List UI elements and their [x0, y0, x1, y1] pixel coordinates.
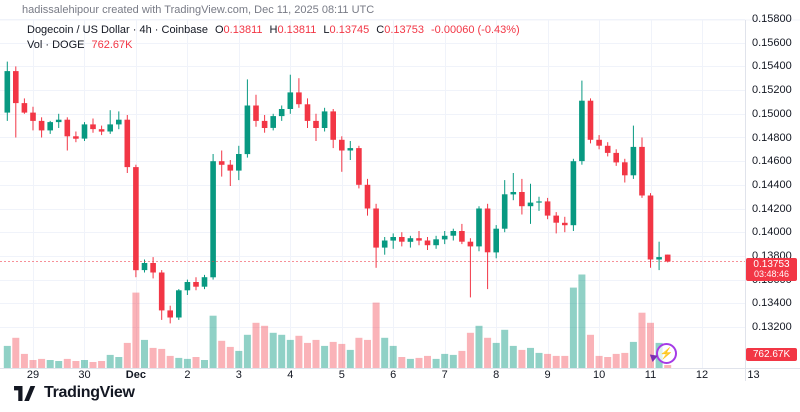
time-tick-label: 13: [747, 369, 760, 381]
price-tick-label: 0.13200: [752, 321, 792, 333]
last-price-badge: 0.13753 03:48:46: [746, 257, 797, 281]
last-price-value: 0.13753: [753, 258, 790, 270]
candle-countdown: 03:48:46: [753, 268, 790, 279]
time-tick-label: 9: [544, 369, 551, 381]
time-tick-label: 30: [78, 369, 91, 381]
volume-title: Vol · DOGE: [27, 39, 85, 51]
open-value: 0.13811: [223, 24, 263, 36]
time-tick-label: 4: [287, 369, 294, 381]
high-label: H: [269, 24, 278, 36]
pane-separators: [0, 19, 800, 381]
low-label: L: [323, 24, 330, 36]
price-tick-label: 0.14800: [752, 131, 792, 144]
candles: [4, 61, 671, 324]
price-tick-label: 0.14600: [752, 155, 792, 168]
change-value: -0.00060 (-0.43%): [431, 24, 520, 36]
lightning-cursor-icon: ⚡: [649, 343, 677, 364]
tradingview-logo[interactable]: TradingView: [14, 384, 135, 402]
volume-value: 762.67K: [91, 39, 133, 51]
time-tick-label: Dec: [125, 369, 146, 381]
time-tick-label: 12: [695, 369, 709, 381]
price-tick-label: 0.13400: [752, 297, 792, 310]
time-tick-label: 6: [390, 369, 397, 381]
attribution-text: hadissalehipour created with TradingView…: [22, 4, 375, 16]
high-value: 0.13811: [277, 24, 317, 36]
legend-volume-row: Vol · DOGE 762.67K: [27, 38, 520, 53]
price-tick-label: 0.15400: [752, 60, 792, 73]
close-value: 0.13753: [384, 24, 425, 36]
open-label: O: [214, 24, 224, 36]
volume-bars: [3, 274, 672, 368]
time-tick-label: 2: [184, 369, 191, 381]
tradingview-logo-text: TradingView: [44, 384, 135, 401]
grid-lines: [0, 19, 745, 368]
low-value: 0.13745: [329, 24, 370, 36]
close-label: C: [376, 24, 385, 36]
volume-axis-badge: 762.67K: [746, 348, 797, 361]
price-tick-label: 0.14400: [752, 178, 792, 191]
price-tick-label: 0.14200: [752, 202, 792, 215]
price-tick-label: 0.15200: [752, 84, 792, 97]
price-tick-label: 0.14000: [752, 226, 792, 239]
price-tick-label: 0.15800: [752, 13, 792, 25]
price-tick-label: 0.15600: [752, 36, 792, 49]
time-tick-label: 29: [26, 369, 40, 381]
time-tick-label: 3: [235, 369, 242, 381]
symbol-title: Dogecoin / US Dollar · 4h · Coinbase: [27, 24, 208, 36]
time-tick-label: 8: [493, 369, 500, 381]
time-tick-label: 5: [338, 369, 345, 381]
time-tick-label: 10: [592, 369, 606, 381]
price-tick-label: 0.15000: [752, 107, 792, 120]
legend: Dogecoin / US Dollar · 4h · Coinbase O0.1…: [27, 23, 520, 53]
legend-symbol-row: Dogecoin / US Dollar · 4h · Coinbase O0.1…: [27, 23, 520, 38]
cursor-arrow-icon: [649, 352, 660, 362]
time-tick-label: 11: [644, 369, 657, 381]
tradingview-logo-icon: [14, 385, 36, 401]
time-tick-label: 7: [441, 369, 448, 381]
